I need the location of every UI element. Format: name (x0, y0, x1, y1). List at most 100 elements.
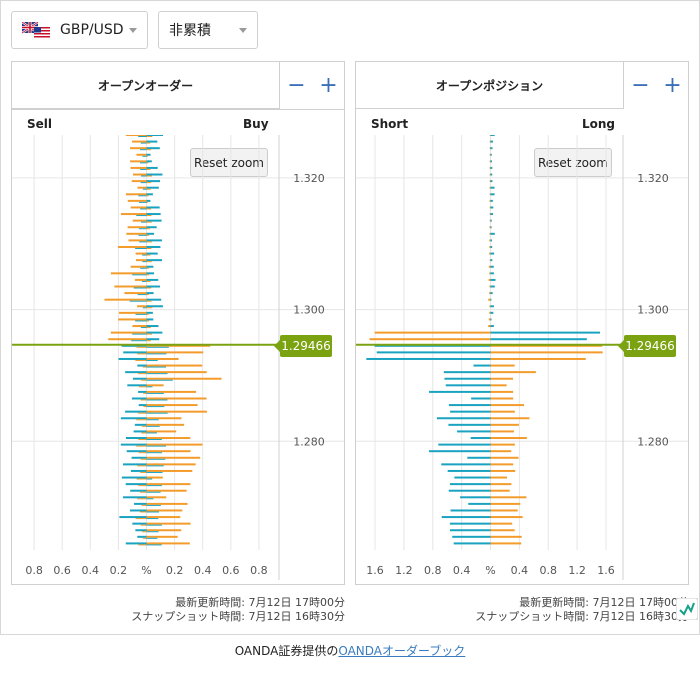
zoom-in-button[interactable]: + (319, 73, 338, 98)
credit-prefix: OANDA証券提供の (234, 644, 339, 658)
open-orders-chart[interactable]: 0.8 0.6 0.4 0.2% 0.2 0.4 0.6 0.8 1.320 1.300 1.280 (12, 135, 344, 580)
zoom-out-button[interactable]: − (631, 73, 650, 98)
buy-bar-secondary (146, 412, 168, 414)
sell-bar (110, 272, 147, 275)
chevron-down-icon (129, 28, 137, 33)
buy-bar-secondary (146, 465, 164, 467)
long-bar (490, 278, 496, 281)
x-tick-label: 0.2 (166, 564, 184, 577)
reset-zoom-button[interactable]: Reset zoom (534, 148, 612, 177)
buy-bar (146, 140, 158, 143)
buy-bar (146, 443, 203, 446)
sell-bar (124, 292, 147, 295)
short-bar (452, 535, 491, 538)
cumulative-mode-dropdown[interactable]: 非累積 (158, 11, 258, 49)
sell-bar-secondary (137, 373, 147, 375)
x-tick-label: 1.6 (366, 564, 384, 577)
short-bar (453, 542, 491, 545)
short-bar (429, 450, 491, 453)
buy-bar-secondary (146, 340, 151, 342)
sell-bar-secondary (129, 300, 147, 302)
sell-bar-secondary (142, 261, 147, 263)
x-tick-label: 0.6 (53, 564, 71, 577)
buy-bar (146, 377, 222, 380)
sell-bar (120, 213, 147, 216)
long-bar (490, 160, 493, 163)
short-bar (489, 140, 491, 143)
sell-bar (137, 186, 147, 189)
sell-bar (138, 404, 147, 407)
zoom-out-button[interactable]: − (287, 73, 306, 98)
long-bar (490, 265, 494, 268)
long-bar (490, 509, 518, 512)
long-bar (490, 476, 508, 479)
buy-bar (146, 423, 185, 426)
zoom-in-button[interactable]: + (663, 73, 682, 98)
buy-bar-secondary (146, 136, 153, 137)
buy-bar-secondary (146, 294, 149, 296)
short-bar (441, 516, 491, 519)
buy-bar-secondary (146, 373, 168, 375)
buy-bar (146, 193, 153, 196)
long-bar (490, 135, 495, 136)
short-bar (489, 259, 491, 262)
sell-bar-secondary (135, 313, 147, 315)
open-positions-chart[interactable]: 1.6 1.2 0.8 0.4% 0.4 0.8 1.2 1.6 1.320 1.300 1.280 (356, 135, 688, 580)
buy-bar (146, 278, 159, 281)
sell-bar (125, 410, 147, 413)
buy-bar-secondary (146, 478, 153, 480)
buy-bar-secondary (146, 155, 148, 157)
x-tick-label: 0.2 (110, 564, 128, 577)
buy-bar-secondary (146, 142, 151, 144)
buy-bar-secondary (146, 392, 164, 394)
short-bar (489, 199, 491, 202)
sell-bar-secondary (140, 168, 147, 170)
long-bar (490, 463, 514, 466)
long-bar (490, 318, 492, 321)
sell-bar-secondary (138, 228, 147, 230)
sell-bar-secondary (138, 386, 147, 388)
buy-bar-secondary (146, 300, 152, 302)
buy-bar (146, 311, 153, 314)
sell-bar (130, 489, 147, 492)
sell-bar-secondary (142, 155, 147, 157)
short-bar (369, 338, 491, 341)
buy-bar (146, 496, 167, 499)
buy-bar (146, 344, 211, 347)
short-bar (450, 509, 491, 512)
long-bar (490, 147, 493, 150)
sell-bar (123, 351, 147, 354)
short-bar (489, 173, 491, 176)
price-tick-label: 1.300 (293, 304, 325, 317)
currency-pair-dropdown[interactable]: GBP/USD (11, 11, 148, 49)
long-bar (490, 193, 495, 196)
long-bar (490, 384, 507, 387)
short-bar (448, 423, 491, 426)
sell-bar (126, 232, 147, 235)
long-bar (490, 140, 493, 143)
buy-bar-secondary (146, 531, 159, 533)
long-bar (490, 153, 492, 156)
sell-bar-secondary (141, 175, 147, 177)
x-tick-label: 0.4 (194, 564, 212, 577)
buy-bar-secondary (146, 327, 151, 329)
orderbook-link[interactable]: OANDAオーダーブック (338, 644, 466, 658)
long-bar (490, 173, 493, 176)
buy-bar (146, 186, 159, 189)
buy-bar (146, 410, 207, 413)
sell-bar (127, 199, 147, 202)
sell-bar-secondary (137, 353, 147, 355)
sell-bar-secondary (142, 531, 147, 533)
sell-bar-secondary (140, 458, 147, 460)
sell-bar-secondary (141, 379, 147, 381)
uk-us-flag-icon (22, 22, 50, 38)
long-bar (490, 213, 494, 216)
sell-bar (125, 371, 147, 374)
sell-bar (130, 166, 147, 169)
sell-bar (134, 502, 147, 505)
sell-bar (104, 298, 147, 301)
buy-bar (146, 226, 157, 229)
buy-bar-secondary (146, 274, 150, 276)
sell-bar (125, 193, 147, 196)
buy-bar (146, 450, 191, 453)
